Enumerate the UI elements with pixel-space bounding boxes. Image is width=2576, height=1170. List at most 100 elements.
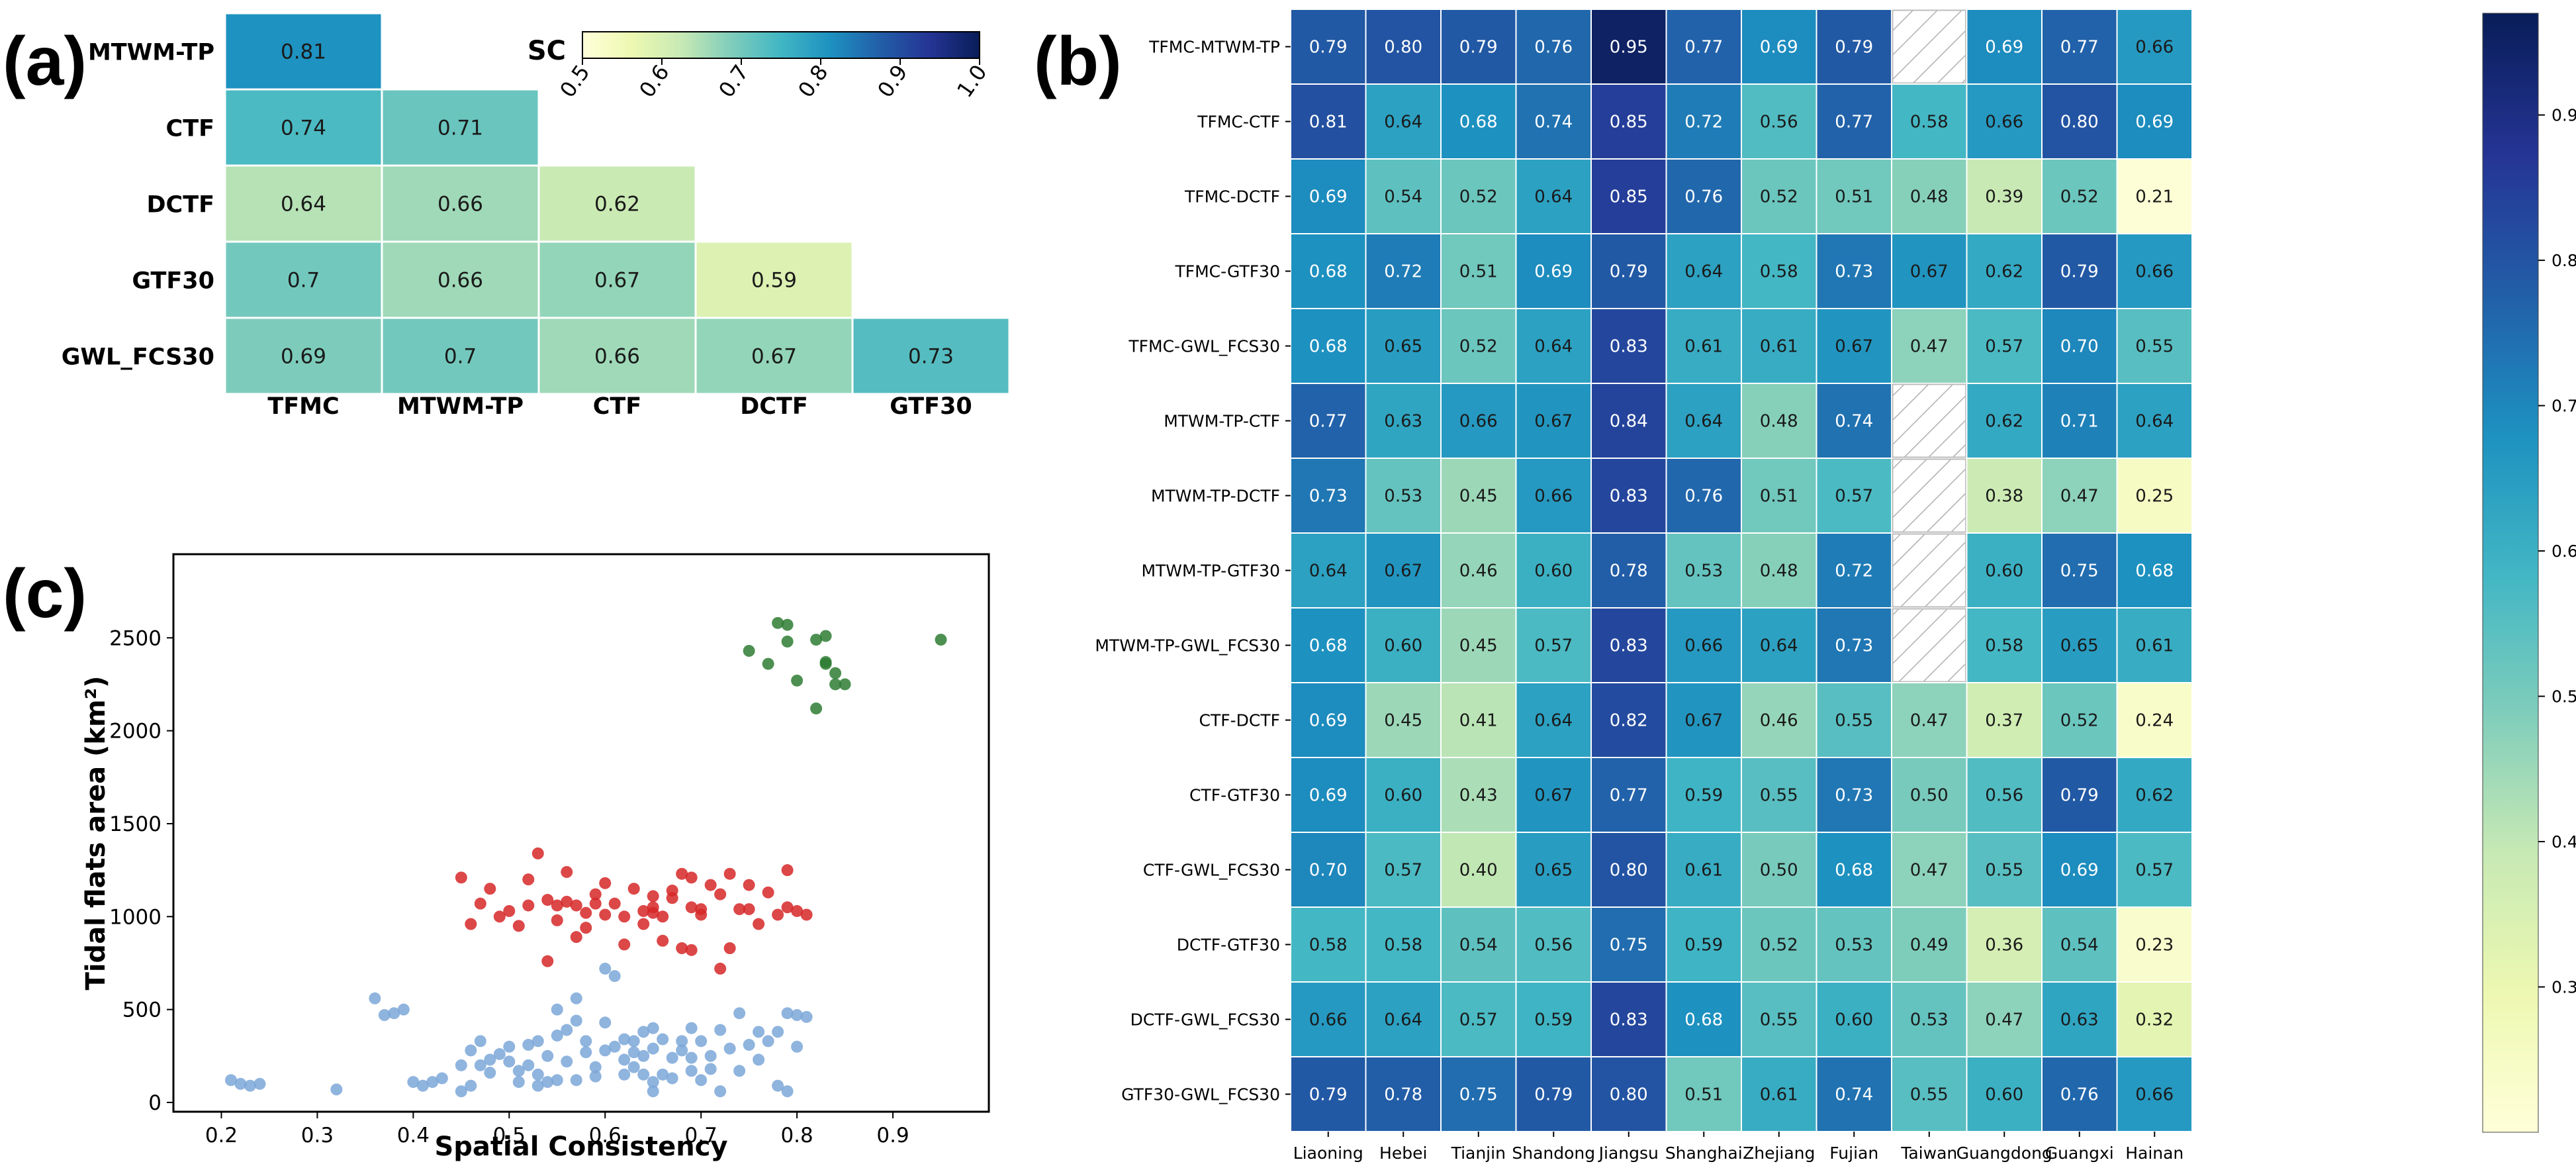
heatmap-b-cell <box>1365 607 1442 683</box>
heatmap-a-col-label: TFMC <box>267 393 339 420</box>
scatter-point-red <box>551 914 563 926</box>
scatter-point-red <box>618 938 631 951</box>
colorbar-b-tick-label: 0.3 <box>2552 978 2576 997</box>
heatmap-a-cell-value: 0.67 <box>751 345 797 369</box>
heatmap-b-cell-value: 0.77 <box>2060 38 2099 58</box>
heatmap-a-cell-value: 0.74 <box>281 117 326 140</box>
scatter-point-blue <box>369 992 381 1004</box>
scatter-point-red <box>455 871 467 884</box>
scatter-y-tick-label: 500 <box>122 999 161 1022</box>
heatmap-b-cell <box>1590 532 1667 609</box>
scatter-point-blue <box>512 1065 525 1077</box>
heatmap-b-cell <box>1665 458 1742 534</box>
heatmap-b-cell-value: 0.50 <box>1760 861 1798 881</box>
heatmap-b-cell-value: 0.52 <box>2060 187 2099 207</box>
heatmap-b-cell <box>1515 906 1592 983</box>
heatmap-b-cell-value: 0.79 <box>2060 262 2099 282</box>
scatter-point-red <box>647 906 659 919</box>
heatmap-b-cell-value: 0.45 <box>1459 636 1498 656</box>
scatter-point-red <box>541 955 554 967</box>
heatmap-b-cell-value: 0.67 <box>1534 412 1573 432</box>
heatmap-a-cell <box>224 88 383 167</box>
heatmap-b-col-label: Taiwan <box>1900 1144 1957 1163</box>
heatmap-b-row-label: TFMC-MTWM-TP <box>1148 38 1280 57</box>
heatmap-b-cell-value: 0.52 <box>1459 337 1498 357</box>
colorbar-b-tick-label: 0.8 <box>2552 251 2576 270</box>
scatter-point-red <box>627 883 640 895</box>
heatmap-b-cell <box>1365 233 1442 309</box>
scatter-point-blue <box>512 1076 525 1089</box>
colorbar-a-tick-label: 0.7 <box>713 60 753 102</box>
scatter-point-red <box>714 888 727 901</box>
scatter-point-red <box>637 918 650 930</box>
scatter-point-green <box>819 656 832 668</box>
heatmap-b-cell-value: 0.32 <box>2135 1010 2174 1030</box>
scatter-point-blue <box>455 1085 467 1098</box>
heatmap-b-cell-value: 0.66 <box>2135 38 2174 58</box>
heatmap-b-cell <box>1891 832 1968 908</box>
heatmap-b-cell-value: 0.60 <box>1384 636 1422 656</box>
heatmap-b-cell-value: 0.58 <box>1910 113 1949 132</box>
heatmap-b-cell <box>1590 607 1667 683</box>
scatter-point-red <box>465 918 477 930</box>
scatter-point-blue <box>647 1022 659 1034</box>
heatmap-b-cell-value: 0.62 <box>2135 786 2174 806</box>
heatmap-b-cell <box>1966 308 2043 384</box>
scatter-point-green <box>772 616 784 629</box>
scatter-point-blue <box>474 1059 486 1071</box>
scatter-point-blue <box>570 1074 582 1087</box>
scatter-x-tick-label: 0.5 <box>493 1124 526 1147</box>
heatmap-b-cell-value: 0.51 <box>1835 187 1873 207</box>
heatmap-b-row-label: TFMC-CTF <box>1197 113 1280 132</box>
heatmap-b-cell <box>1515 233 1592 309</box>
scatter-point-blue <box>781 1007 794 1020</box>
heatmap-b-cell-value: 0.70 <box>1309 861 1348 881</box>
scatter-point-blue <box>455 1059 467 1071</box>
scatter-point-blue <box>522 1038 535 1051</box>
scatter-point-blue <box>714 1085 727 1098</box>
scatter-point-blue <box>224 1074 237 1087</box>
scatter-y-tick-label: 2000 <box>109 720 161 744</box>
heatmap-b-col-label: Fujian <box>1829 1144 1878 1163</box>
scatter-point-green <box>762 658 774 670</box>
heatmap-b-cell-value: 0.47 <box>1910 711 1949 731</box>
scatter-point-red <box>781 864 794 877</box>
colorbar-a-tick-label: 0.9 <box>872 60 912 102</box>
heatmap-b-cell <box>1365 757 1442 833</box>
heatmap-b-cell-value: 0.59 <box>1684 786 1723 806</box>
scatter-point-red <box>743 879 755 891</box>
heatmap-b-col-label: Guangxi <box>2045 1144 2114 1163</box>
scatter-x-tick-label: 0.7 <box>685 1124 717 1147</box>
heatmap-b-cell <box>2116 158 2193 234</box>
scatter-point-blue <box>704 1063 717 1075</box>
colorbar-a-tick-label: 0.8 <box>793 60 833 102</box>
heatmap-a-cell-value: 0.64 <box>281 193 326 217</box>
heatmap-b-row-label: CTF-GTF30 <box>1189 786 1280 805</box>
heatmap-b-cell <box>1365 9 1442 85</box>
scatter-point-blue <box>426 1076 439 1089</box>
scatter-point-green <box>781 618 794 631</box>
scatter-point-blue <box>695 1035 708 1048</box>
heatmap-b-cell-value: 0.72 <box>1835 561 1873 581</box>
heatmap-b-cell-value: 0.76 <box>1534 38 1573 58</box>
scatter-point-red <box>551 899 563 912</box>
scatter-point-blue <box>561 1055 573 1068</box>
heatmap-a-col-label: MTWM-TP <box>397 393 524 420</box>
heatmap-b-cell-value: 0.53 <box>1835 936 1873 955</box>
heatmap-b-cell <box>2116 83 2193 160</box>
heatmap-b-cell-value: 0.80 <box>1610 861 1648 881</box>
heatmap-b-cell-value: 0.77 <box>1835 113 1873 132</box>
scatter-point-red <box>522 899 535 912</box>
heatmap-b-cell-value: 0.68 <box>1309 337 1348 357</box>
heatmap-b-cell <box>1590 832 1667 908</box>
heatmap-b-cell <box>1440 308 1517 384</box>
heatmap-b-cell-value: 0.47 <box>1910 861 1949 881</box>
heatmap-b-cell-value: 0.79 <box>1459 38 1498 58</box>
heatmap-a-cell-value: 0.73 <box>908 345 954 369</box>
heatmap-b-cell-value: 0.75 <box>1610 936 1648 955</box>
heatmap-b-cell <box>1290 9 1367 85</box>
heatmap-b-cell-value: 0.51 <box>1459 262 1498 282</box>
scatter-point-red <box>503 904 516 917</box>
heatmap-b-cell <box>1665 906 1742 983</box>
heatmap-b-cell <box>1665 233 1742 309</box>
